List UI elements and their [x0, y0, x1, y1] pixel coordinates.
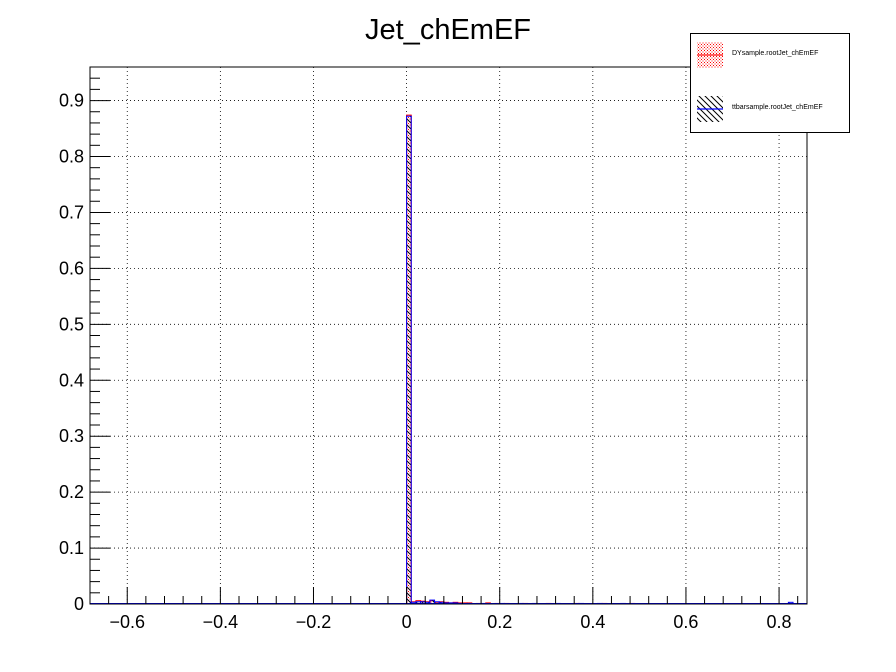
legend-label-dy: DYsample.rootJet_chEmEF [732, 50, 819, 57]
y-tick-label: 0 [74, 594, 84, 614]
plot-frame [89, 66, 808, 605]
y-tick-label: 0.1 [59, 538, 84, 558]
x-tick-label: −0.6 [109, 612, 145, 632]
y-tick-label: 0.6 [59, 258, 84, 278]
axis-layer [89, 66, 808, 605]
y-tick-label: 0.9 [59, 91, 84, 111]
x-tick-label: 0.8 [767, 612, 792, 632]
tick-label-layer: −0.6 −0.4 −0.2 0 0.2 0.4 0.6 0.8 0 0.1 0.2 0.3 0.4 0.… [59, 91, 792, 632]
y-tick-label: 0.4 [59, 370, 84, 390]
y-tick-label: 0.2 [59, 482, 84, 502]
chart-title: Jet_chEmEF [365, 14, 531, 46]
x-tick-label: 0.6 [673, 612, 698, 632]
y-tick-label: 0.7 [59, 202, 84, 222]
legend-entry-dy: DYsample.rootJet_chEmEF [695, 38, 845, 72]
x-tick-label: 0.4 [580, 612, 605, 632]
grid-layer [90, 67, 807, 604]
legend-label-ttbar: ttbarsample.rootJet_chEmEF [732, 104, 823, 111]
legend-entry-ttbar: ttbarsample.rootJet_chEmEF [695, 92, 845, 126]
y-tick-label: 0.5 [59, 314, 84, 334]
x-tick-label: −0.4 [203, 612, 239, 632]
y-tick-label: 0.8 [59, 147, 84, 167]
legend: DYsample.rootJet_chEmEF ttbarsample.root… [690, 33, 850, 133]
bars-layer [90, 114, 807, 605]
y-tick-label: 0.3 [59, 426, 84, 446]
legend-swatch-dy [697, 42, 723, 68]
legend-swatch-ttbar [697, 96, 723, 122]
histogram-bar-1 [406, 115, 412, 605]
x-tick-label: −0.2 [296, 612, 332, 632]
x-tick-label: 0 [402, 612, 412, 632]
x-tick-label: 0.2 [487, 612, 512, 632]
